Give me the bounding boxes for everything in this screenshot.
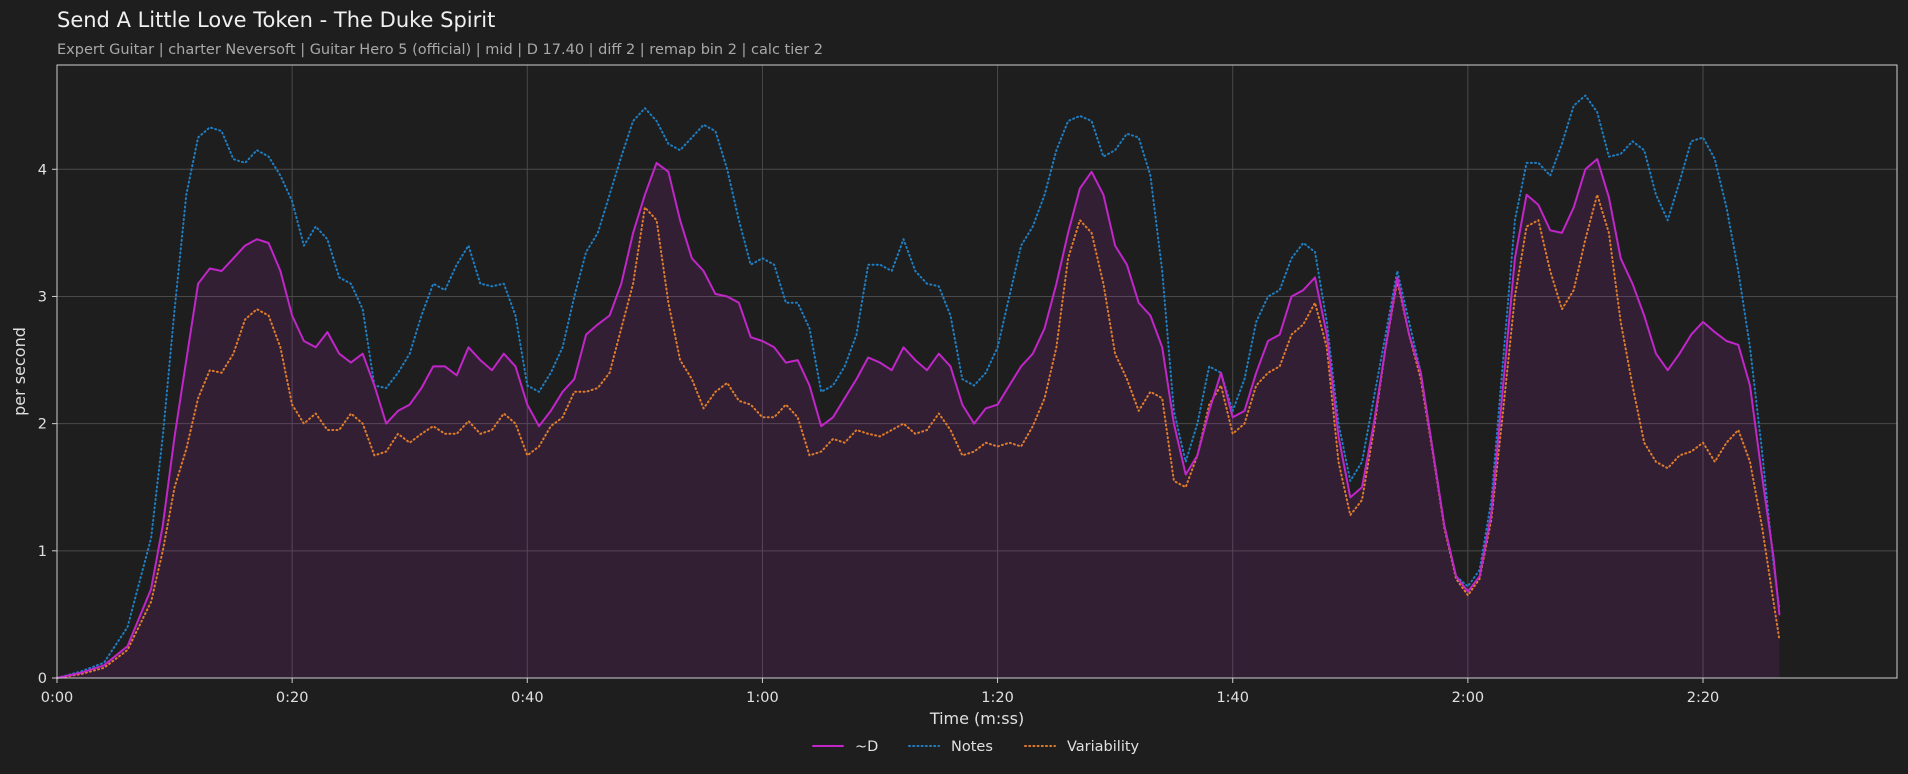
- legend-label: Notes: [951, 739, 993, 755]
- y-tick-label: 4: [38, 162, 47, 178]
- x-tick-label: 1:20: [981, 690, 1014, 706]
- series-line-notes: [56, 94, 1781, 679]
- chart-title: Send A Little Love Token - The Duke Spir…: [57, 8, 495, 32]
- x-tick-label: 0:40: [511, 690, 544, 706]
- plot-background: [57, 65, 1897, 678]
- chart-subtitle: Expert Guitar | charter Neversoft | Guit…: [57, 42, 823, 58]
- x-tick-label: 0:00: [41, 690, 74, 706]
- series-line-d: [56, 158, 1781, 679]
- x-tick-label: 1:00: [746, 690, 779, 706]
- series-layer: [56, 94, 1781, 679]
- y-tick-label: 2: [38, 417, 47, 433]
- legend: ~D Notes Variability: [812, 739, 1140, 755]
- series-fill-d: [57, 159, 1780, 679]
- y-tick-label: 1: [38, 544, 47, 560]
- x-axis-ticks: 0:00 0:20 0:40 1:00 1:20 1:40 2:00 2:20: [41, 678, 1720, 706]
- y-tick-label: 0: [38, 671, 47, 687]
- y-tick-label: 3: [38, 289, 47, 305]
- plot-frame: [56, 64, 1898, 679]
- x-tick-label: 1:40: [1216, 690, 1249, 706]
- x-tick-label: 0:20: [276, 690, 309, 706]
- x-tick-label: 2:00: [1452, 690, 1485, 706]
- y-axis-label: per second: [10, 327, 29, 416]
- legend-label: ~D: [855, 739, 878, 755]
- legend-label: Variability: [1067, 739, 1140, 755]
- x-axis-label: Time (m:ss): [929, 709, 1024, 728]
- y-axis-ticks: 0 1 2 3 4: [38, 162, 57, 687]
- x-tick-label: 2:20: [1687, 690, 1720, 706]
- plot-area: 0:00 0:20 0:40 1:00 1:20 1:40 2:00 2:20 0 1 2 3 4: [38, 64, 1898, 706]
- series-line-variability: [56, 193, 1781, 679]
